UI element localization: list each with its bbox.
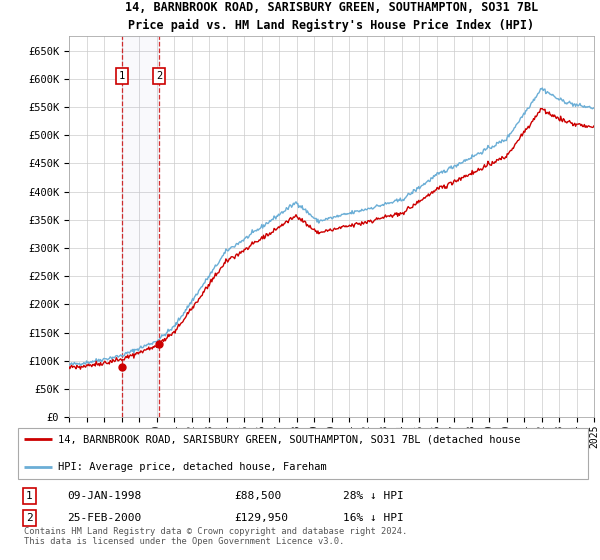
Title: 14, BARNBROOK ROAD, SARISBURY GREEN, SOUTHAMPTON, SO31 7BL
Price paid vs. HM Lan: 14, BARNBROOK ROAD, SARISBURY GREEN, SOU… (125, 1, 538, 32)
Text: £88,500: £88,500 (234, 491, 281, 501)
FancyBboxPatch shape (18, 428, 588, 479)
Text: HPI: Average price, detached house, Fareham: HPI: Average price, detached house, Fare… (58, 462, 327, 472)
Text: 09-JAN-1998: 09-JAN-1998 (67, 491, 141, 501)
Text: 25-FEB-2000: 25-FEB-2000 (67, 513, 141, 523)
Text: £129,950: £129,950 (234, 513, 288, 523)
Text: 2: 2 (156, 71, 162, 81)
Text: 1: 1 (119, 71, 125, 81)
Text: Contains HM Land Registry data © Crown copyright and database right 2024.
This d: Contains HM Land Registry data © Crown c… (23, 527, 407, 546)
Text: 28% ↓ HPI: 28% ↓ HPI (343, 491, 404, 501)
Text: 16% ↓ HPI: 16% ↓ HPI (343, 513, 404, 523)
Text: 1: 1 (26, 491, 33, 501)
Bar (122, 36, 159, 417)
Text: 2: 2 (26, 513, 33, 523)
Text: 14, BARNBROOK ROAD, SARISBURY GREEN, SOUTHAMPTON, SO31 7BL (detached house: 14, BARNBROOK ROAD, SARISBURY GREEN, SOU… (58, 434, 521, 444)
